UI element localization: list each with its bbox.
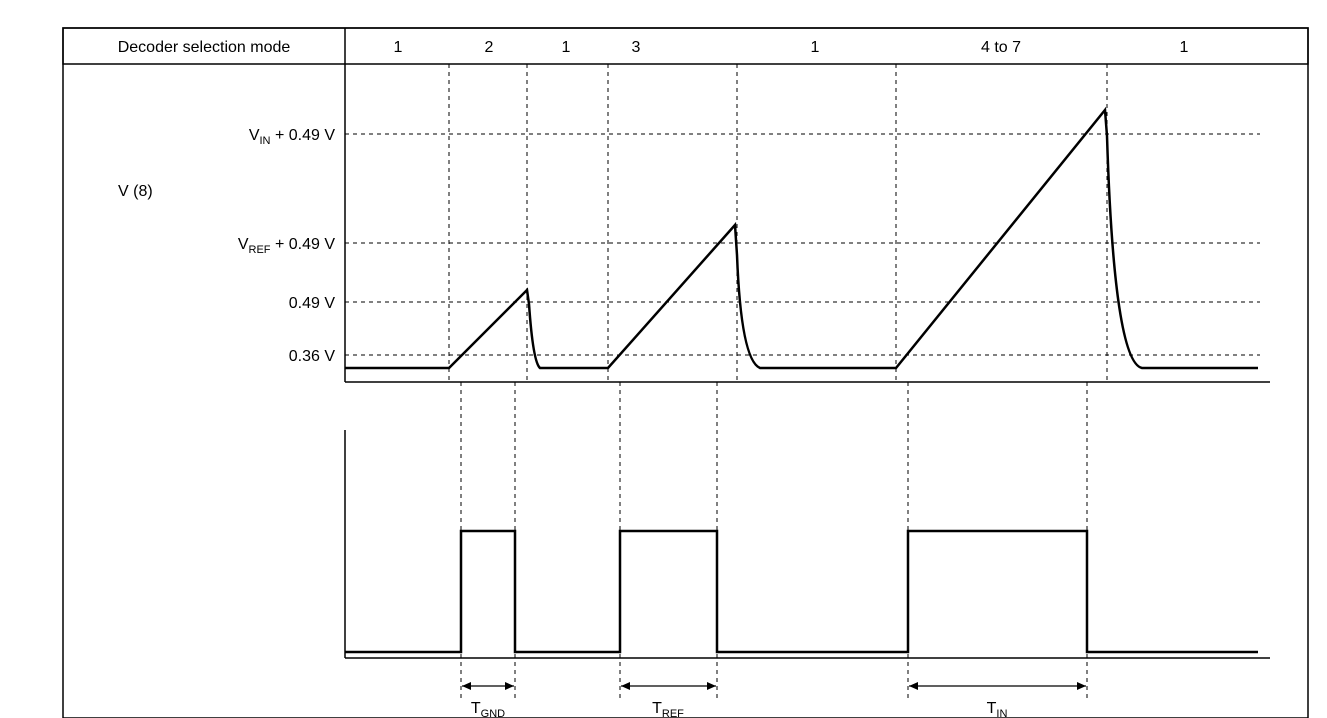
interval-label-tgnd: TGND <box>471 700 505 718</box>
mode-label: 1 <box>811 39 820 56</box>
mode-header-row: Decoder selection mode 1 2 1 3 1 4 to 7 … <box>62 27 1309 65</box>
mode-boundary-lines <box>448 64 1108 382</box>
voltage-label-036: 0.36 V <box>289 348 336 365</box>
arrowhead <box>621 682 630 690</box>
voltage-labels: VIN + 0.49 V VREF + 0.49 V 0.49 V 0.36 V… <box>118 127 335 365</box>
waveform-axes <box>344 64 1270 659</box>
voltage-label-vref: VREF + 0.49 V <box>238 236 335 256</box>
mode-header-label: Decoder selection mode <box>118 39 291 56</box>
mode-label: 3 <box>632 39 641 56</box>
interval-labels: TGND TREF TIN <box>471 700 1008 718</box>
arrowhead <box>909 682 918 690</box>
mode-label: 1 <box>394 39 403 56</box>
voltage-label-049: 0.49 V <box>289 295 336 312</box>
mode-label: 4 to 7 <box>981 39 1021 56</box>
arrowhead <box>505 682 514 690</box>
mode-label: 2 <box>485 39 494 56</box>
arrowhead <box>707 682 716 690</box>
interval-label-tin: TIN <box>987 700 1008 718</box>
signal-label: V (8) <box>118 183 153 200</box>
v8-waveform <box>345 106 1258 370</box>
arrowhead <box>462 682 471 690</box>
interval-label-tref: TREF <box>652 700 684 718</box>
mode-label: 1 <box>562 39 571 56</box>
mode-header-box <box>62 27 1309 65</box>
interval-arrows <box>462 682 1086 690</box>
control-pulse-waveform <box>345 529 1258 654</box>
arrowhead <box>1077 682 1086 690</box>
voltage-label-vin: VIN + 0.49 V <box>249 127 335 147</box>
voltage-level-lines <box>345 133 1260 356</box>
mode-label: 1 <box>1180 39 1189 56</box>
